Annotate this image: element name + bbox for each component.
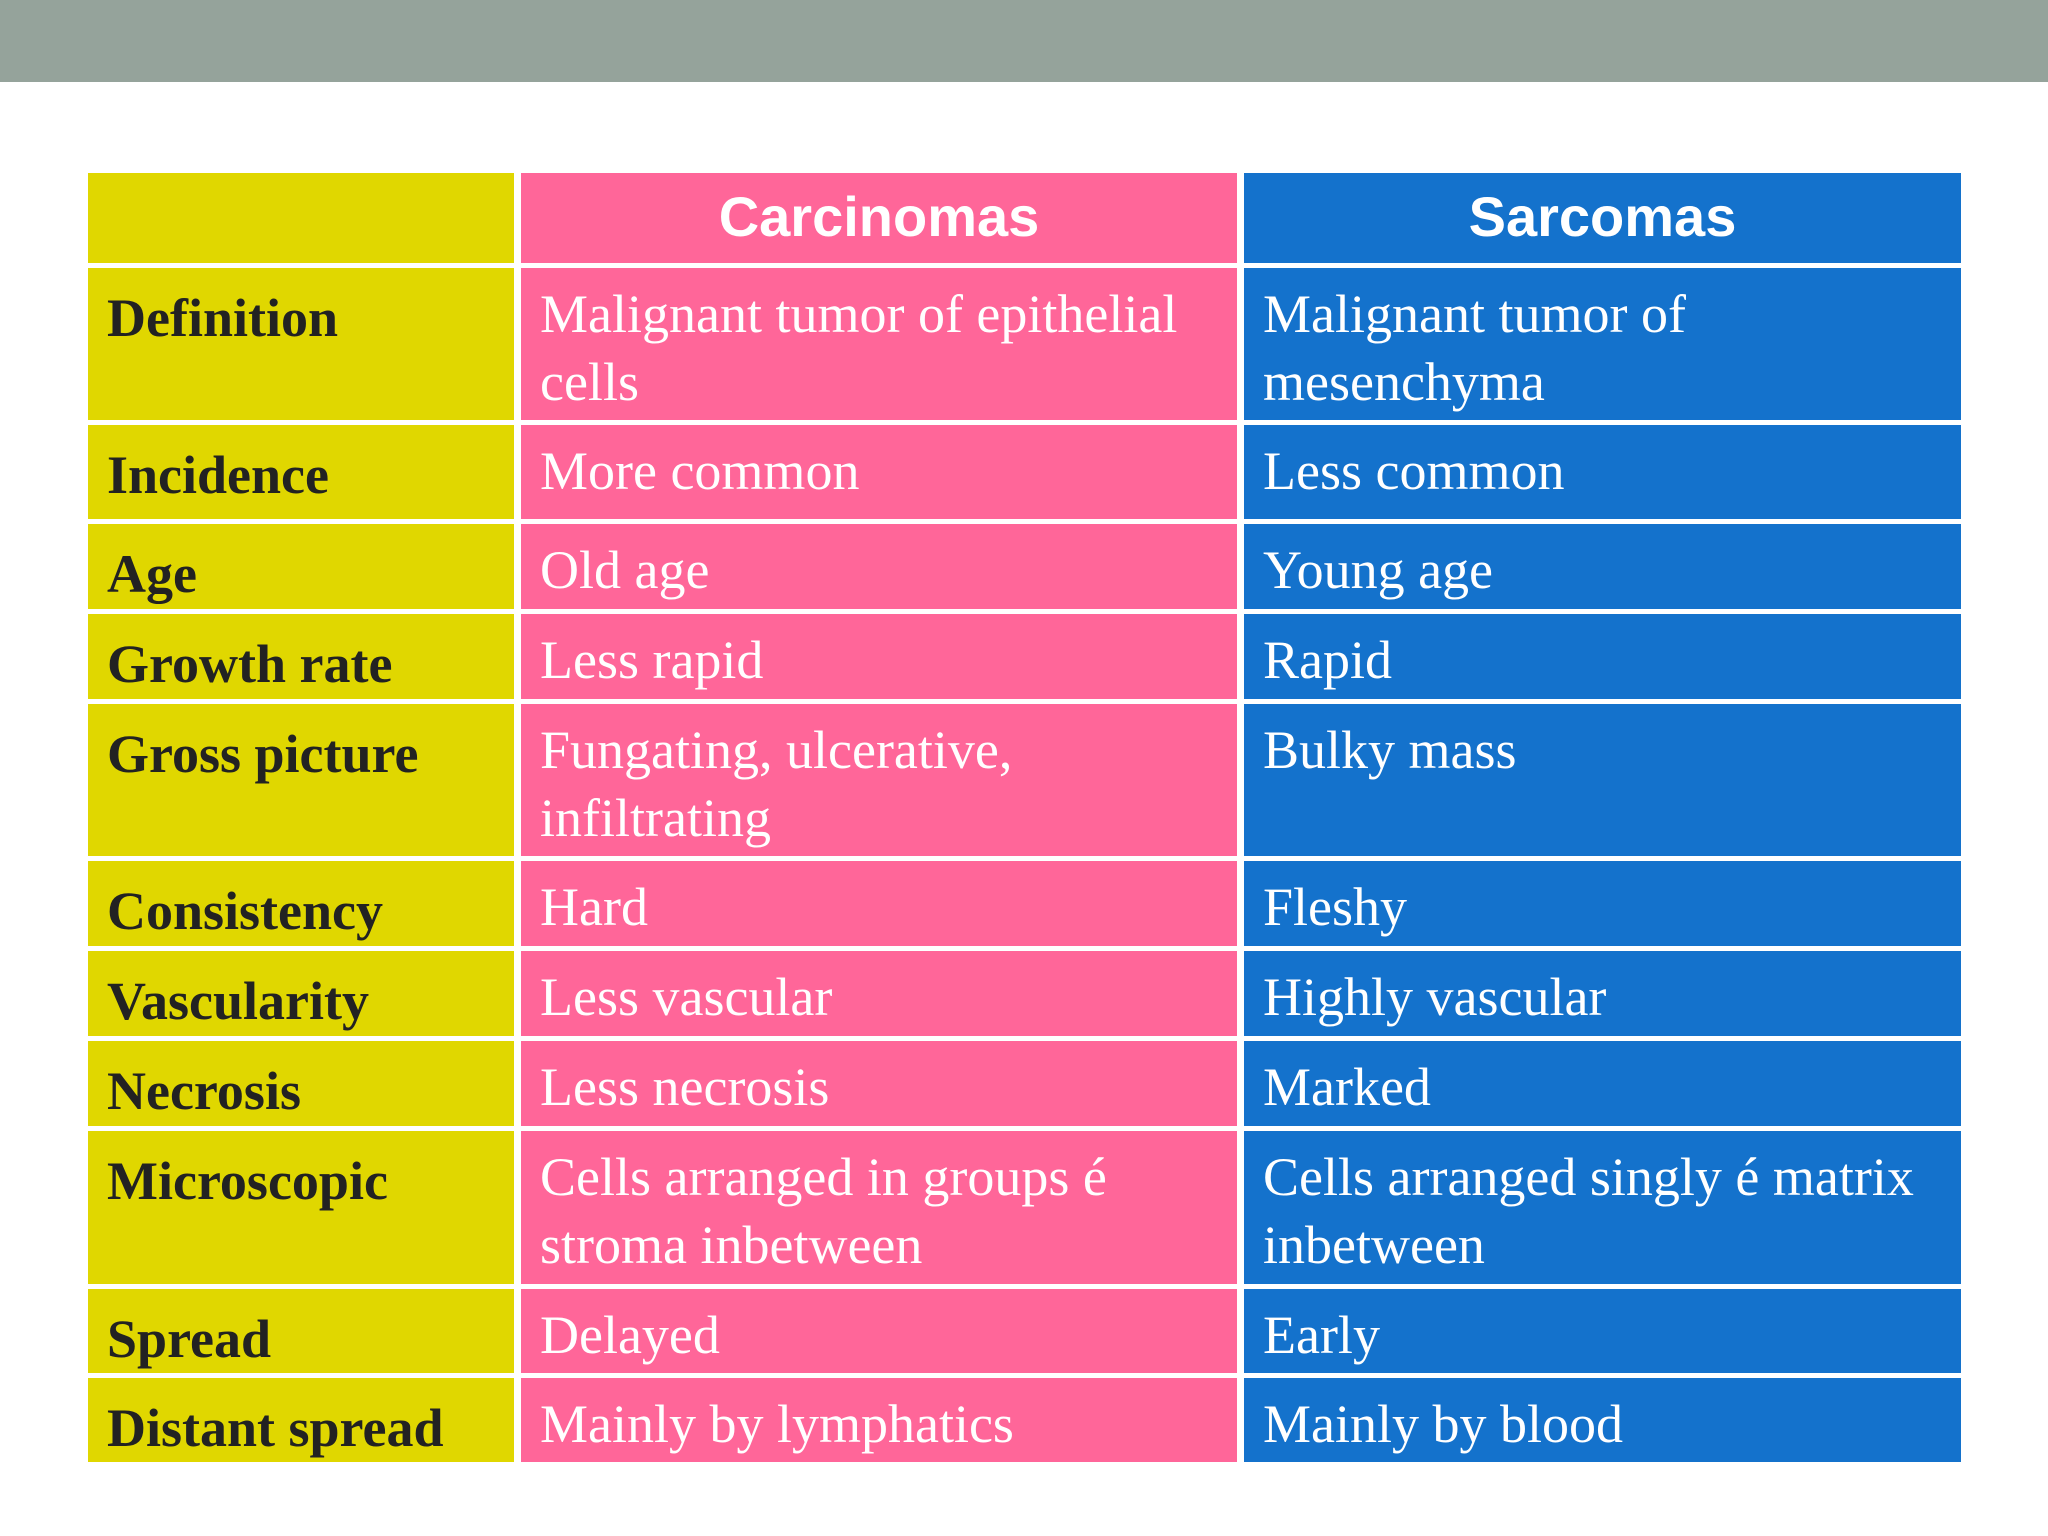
row-label-distant-spread: Distant spread (88, 1378, 514, 1462)
row-label-incidence: Incidence (88, 425, 514, 519)
row-label-age: Age (88, 524, 514, 609)
sarcomas-definition: Malignant tumor of mesenchyma (1244, 268, 1961, 420)
carcinomas-vascularity: Less vascular (521, 951, 1237, 1036)
row-label-microscopic: Microscopic (88, 1131, 514, 1284)
carcinomas-microscopic: Cells arranged in groups é stroma inbetw… (521, 1131, 1237, 1284)
row-label-vascularity: Vascularity (88, 951, 514, 1036)
sarcomas-spread: Early (1244, 1289, 1961, 1373)
carcinomas-definition: Malignant tumor of epithelial cells (521, 268, 1237, 420)
comparison-table: Carcinomas Sarcomas Definition Malignant… (88, 173, 1961, 1462)
header-carcinomas: Carcinomas (521, 173, 1237, 263)
slide-header-bar (0, 0, 2048, 82)
row-label-spread: Spread (88, 1289, 514, 1373)
row-label-necrosis: Necrosis (88, 1041, 514, 1126)
carcinomas-necrosis: Less necrosis (521, 1041, 1237, 1126)
carcinomas-gross-picture: Fungating, ulcerative, infiltrating (521, 704, 1237, 856)
sarcomas-consistency: Fleshy (1244, 861, 1961, 946)
sarcomas-vascularity: Highly vascular (1244, 951, 1961, 1036)
carcinomas-consistency: Hard (521, 861, 1237, 946)
carcinomas-age: Old age (521, 524, 1237, 609)
row-label-consistency: Consistency (88, 861, 514, 946)
sarcomas-distant-spread: Mainly by blood (1244, 1378, 1961, 1462)
carcinomas-incidence: More common (521, 425, 1237, 519)
sarcomas-age: Young age (1244, 524, 1961, 609)
row-label-definition: Definition (88, 268, 514, 420)
row-label-growth-rate: Growth rate (88, 614, 514, 699)
sarcomas-necrosis: Marked (1244, 1041, 1961, 1126)
header-corner-cell (88, 173, 514, 263)
row-label-gross-picture: Gross picture (88, 704, 514, 856)
carcinomas-spread: Delayed (521, 1289, 1237, 1373)
header-sarcomas: Sarcomas (1244, 173, 1961, 263)
sarcomas-gross-picture: Bulky mass (1244, 704, 1961, 856)
sarcomas-microscopic: Cells arranged singly é matrix inbetween (1244, 1131, 1961, 1284)
sarcomas-growth-rate: Rapid (1244, 614, 1961, 699)
sarcomas-incidence: Less common (1244, 425, 1961, 519)
carcinomas-distant-spread: Mainly by lymphatics (521, 1378, 1237, 1462)
carcinomas-growth-rate: Less rapid (521, 614, 1237, 699)
